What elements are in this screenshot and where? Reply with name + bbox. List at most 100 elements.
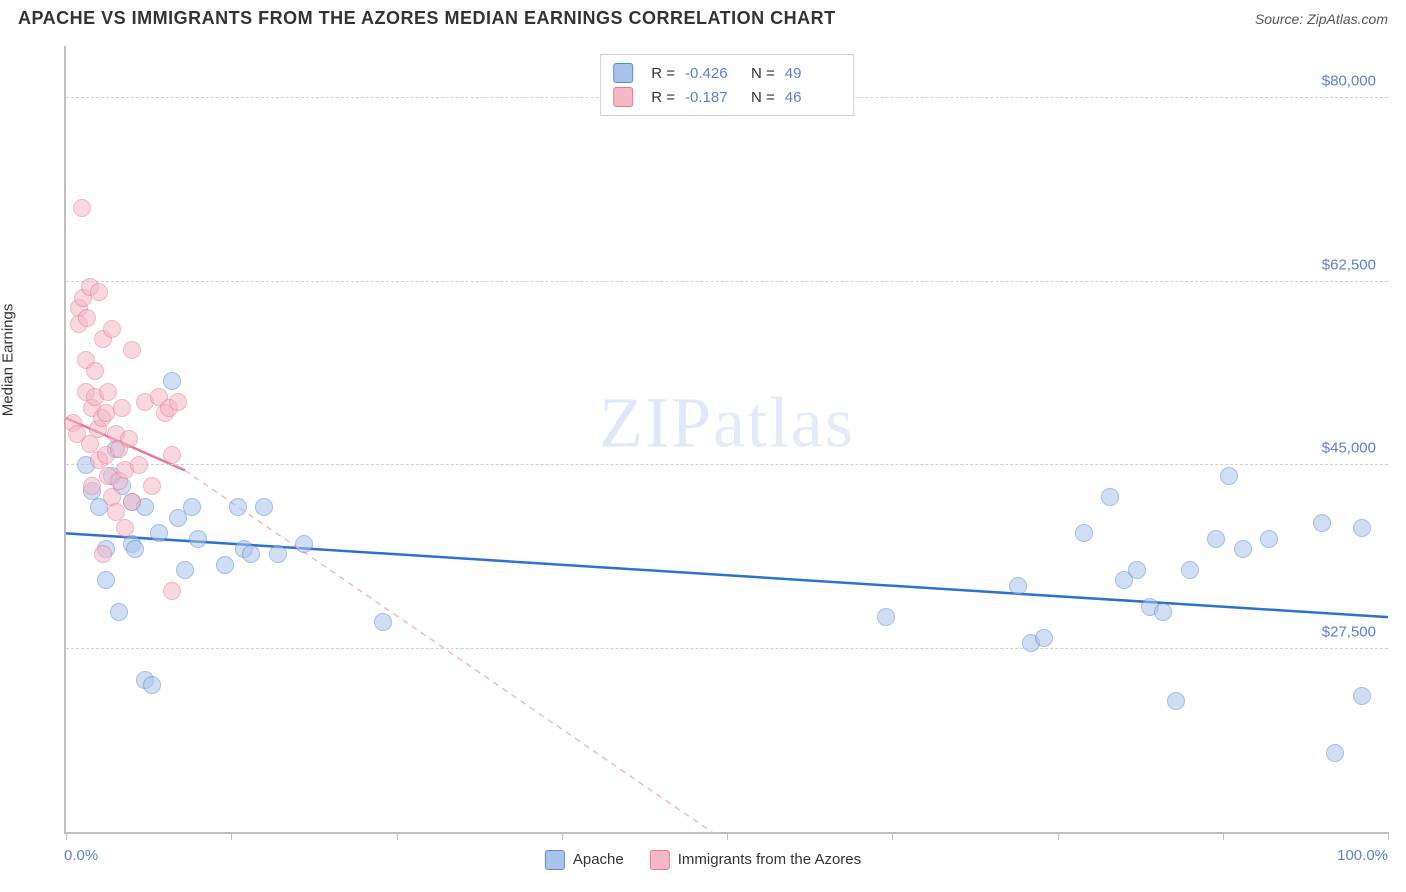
data-point [126, 540, 144, 558]
plot-area: ZIPatlas R = -0.426 N = 49 R = -0.187 N = 46 $2… [64, 46, 1388, 834]
data-point [183, 498, 201, 516]
legend-swatch [545, 850, 565, 870]
n-value: 46 [785, 89, 841, 106]
x-tick [397, 832, 398, 840]
data-point [130, 456, 148, 474]
data-point [1260, 530, 1278, 548]
data-point [169, 393, 187, 411]
data-point [269, 545, 287, 563]
legend-item: Immigrants from the Azores [650, 850, 861, 870]
data-point [1101, 488, 1119, 506]
n-label: N = [751, 89, 775, 106]
y-tick-label: $80,000 [1322, 73, 1376, 90]
data-point [73, 199, 91, 217]
x-tick [1223, 832, 1224, 840]
data-point [374, 613, 392, 631]
data-point [97, 571, 115, 589]
watermark: ZIPatlas [599, 382, 855, 465]
data-point [216, 556, 234, 574]
y-tick-label: $62,500 [1322, 256, 1376, 273]
legend-label: Immigrants from the Azores [678, 851, 861, 868]
data-point [877, 608, 895, 626]
y-axis-label: Median Earnings [0, 304, 17, 417]
legend-label: Apache [573, 851, 624, 868]
x-tick [562, 832, 563, 840]
data-point [94, 545, 112, 563]
data-point [143, 477, 161, 495]
y-tick-label: $45,000 [1322, 440, 1376, 457]
gridline [66, 464, 1388, 465]
n-value: 49 [785, 65, 841, 82]
x-axis-max-label: 100.0% [1337, 847, 1388, 864]
data-point [110, 603, 128, 621]
data-point [90, 283, 108, 301]
correlation-legend-row: R = -0.187 N = 46 [613, 85, 841, 109]
x-tick [892, 832, 893, 840]
data-point [116, 519, 134, 537]
watermark-thin: atlas [713, 383, 855, 463]
data-point [99, 383, 117, 401]
data-point [78, 309, 96, 327]
data-point [83, 477, 101, 495]
data-point [120, 430, 138, 448]
correlation-legend-row: R = -0.426 N = 49 [613, 61, 841, 85]
gridline [66, 281, 1388, 282]
data-point [123, 493, 141, 511]
series-legend: Apache Immigrants from the Azores [545, 850, 861, 870]
n-label: N = [751, 65, 775, 82]
chart-header: APACHE VS IMMIGRANTS FROM THE AZORES MED… [0, 0, 1406, 33]
chart-container: Median Earnings ZIPatlas R =-0.426N =49R… [18, 46, 1388, 882]
correlation-legend: R = -0.426 N = 49 R = -0.187 N = 46 [600, 54, 854, 116]
trend-line [185, 470, 727, 832]
data-point [1167, 692, 1185, 710]
data-point [1075, 524, 1093, 542]
data-point [176, 561, 194, 579]
data-point [86, 362, 104, 380]
data-point [163, 446, 181, 464]
data-point [1154, 603, 1172, 621]
data-point [1234, 540, 1252, 558]
trend-lines [66, 46, 1388, 832]
chart-title: APACHE VS IMMIGRANTS FROM THE AZORES MED… [18, 8, 836, 29]
data-point [1128, 561, 1146, 579]
data-point [229, 498, 247, 516]
data-point [150, 524, 168, 542]
data-point [163, 372, 181, 390]
data-point [295, 535, 313, 553]
data-point [1220, 467, 1238, 485]
x-tick [727, 832, 728, 840]
r-value: -0.187 [685, 89, 741, 106]
x-axis-min-label: 0.0% [64, 847, 98, 864]
watermark-bold: ZIP [599, 383, 713, 463]
data-point [163, 582, 181, 600]
data-point [1009, 577, 1027, 595]
data-point [1353, 519, 1371, 537]
x-tick [231, 832, 232, 840]
data-point [1035, 629, 1053, 647]
data-point [1207, 530, 1225, 548]
data-point [242, 545, 260, 563]
data-point [1313, 514, 1331, 532]
r-label: R = [651, 65, 675, 82]
data-point [255, 498, 273, 516]
data-point [189, 530, 207, 548]
data-point [103, 320, 121, 338]
gridline [66, 648, 1388, 649]
data-point [1353, 687, 1371, 705]
y-tick-label: $27,500 [1322, 623, 1376, 640]
chart-source: Source: ZipAtlas.com [1255, 11, 1388, 27]
x-tick [66, 832, 67, 840]
legend-swatch [650, 850, 670, 870]
data-point [143, 676, 161, 694]
data-point [123, 341, 141, 359]
data-point [1326, 744, 1344, 762]
legend-swatch [613, 63, 633, 83]
r-value: -0.426 [685, 65, 741, 82]
r-label: R = [651, 89, 675, 106]
data-point [1181, 561, 1199, 579]
data-point [113, 399, 131, 417]
legend-item: Apache [545, 850, 624, 870]
x-tick [1058, 832, 1059, 840]
x-tick [1388, 832, 1389, 840]
legend-swatch [613, 87, 633, 107]
